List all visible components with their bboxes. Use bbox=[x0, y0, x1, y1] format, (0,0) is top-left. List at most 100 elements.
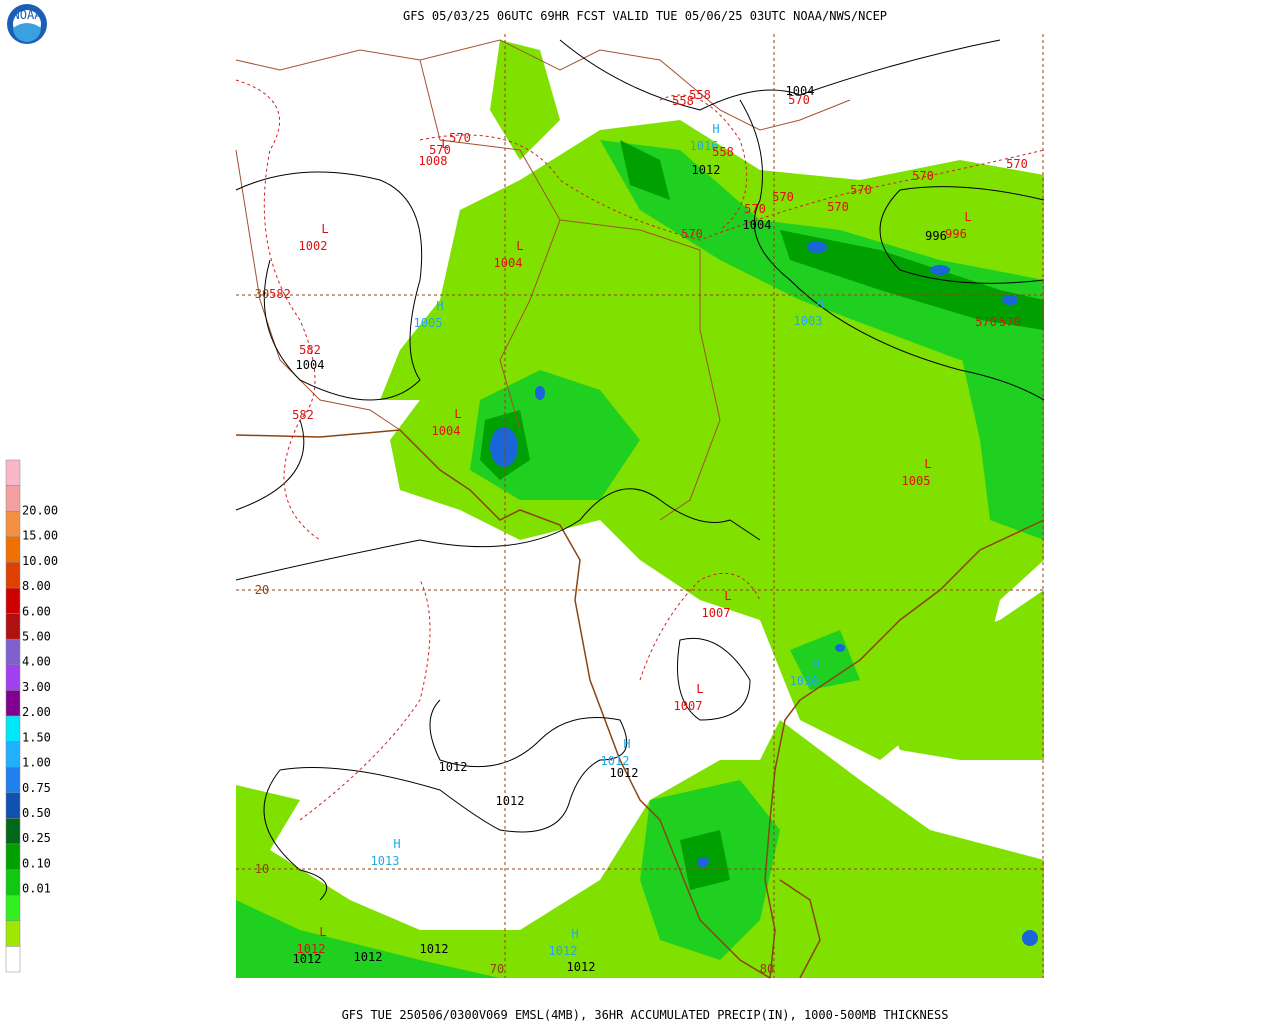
pressure-value: 1007 bbox=[702, 606, 731, 620]
pressure-value: 1013 bbox=[371, 854, 400, 868]
pressure-value: 1005 bbox=[414, 316, 443, 330]
pressure-symbol: L bbox=[321, 222, 328, 236]
legend-swatch bbox=[5, 459, 21, 486]
map-caption: GFS TUE 250506/0300V069 EMSL(4MB), 36HR … bbox=[342, 1008, 949, 1022]
noaa-logo: NOAA bbox=[7, 4, 47, 44]
pressure-symbol: H bbox=[816, 297, 823, 311]
isobar-label: 1012 bbox=[354, 950, 383, 964]
pressure-value: 1004 bbox=[432, 424, 461, 438]
legend-swatch bbox=[5, 843, 21, 870]
thickness-label: 570 bbox=[999, 315, 1021, 329]
thickness-label: 558 bbox=[672, 94, 694, 108]
legend-label: 1.00 bbox=[22, 756, 51, 770]
pressure-value: 1010 bbox=[790, 674, 819, 688]
pressure-symbol: H bbox=[436, 299, 443, 313]
pressure-value: 1007 bbox=[674, 699, 703, 713]
legend-swatch bbox=[5, 664, 21, 691]
pressure-value: 1002 bbox=[299, 239, 328, 253]
thickness-label: 570 bbox=[449, 131, 471, 145]
thickness-label: 582 bbox=[269, 287, 291, 301]
legend-swatch bbox=[5, 920, 21, 947]
thickness-label: 558 bbox=[712, 145, 734, 159]
legend-swatch bbox=[5, 715, 21, 742]
lat-lon-grid bbox=[236, 34, 1044, 978]
pressure-value: 996 bbox=[945, 227, 967, 241]
grid-label: 80 bbox=[760, 962, 774, 976]
pressure-symbol: L bbox=[319, 925, 326, 939]
legend-label: 4.00 bbox=[22, 655, 51, 669]
pressure-symbol: H bbox=[393, 837, 400, 851]
legend-label: 2.00 bbox=[22, 705, 51, 719]
thickness-lines bbox=[235, 79, 1045, 821]
legend-swatch bbox=[5, 741, 21, 768]
legend-swatch bbox=[5, 613, 21, 640]
precip-heavy bbox=[480, 140, 1044, 890]
coastline bbox=[235, 429, 1045, 979]
pressure-symbol: L bbox=[696, 682, 703, 696]
isobar-label: 1012 bbox=[692, 163, 721, 177]
grid-label: 30 bbox=[255, 287, 269, 301]
isobar-label: 1012 bbox=[610, 766, 639, 780]
thickness-label: 570 bbox=[912, 169, 934, 183]
legend-swatch bbox=[5, 946, 21, 973]
pressure-symbol: L bbox=[724, 589, 731, 603]
pressure-value: 1012 bbox=[297, 942, 326, 956]
legend-label: 1.50 bbox=[22, 730, 51, 744]
thickness-label: 570 bbox=[681, 227, 703, 241]
precip-legend: 20.00 15.00 10.00 8.00 6.00 5.00 4.00 3.00 2.00 1… bbox=[5, 459, 58, 973]
legend-label: 0.75 bbox=[22, 781, 51, 795]
legend-swatch bbox=[5, 638, 21, 666]
pressure-value: 1008 bbox=[419, 154, 448, 168]
legend-swatch bbox=[5, 690, 21, 717]
thickness-label: 582 bbox=[299, 343, 321, 357]
isobar-label: 1004 bbox=[786, 84, 815, 98]
legend-swatch bbox=[5, 792, 21, 819]
legend-label: 20.00 bbox=[22, 503, 58, 517]
isobar-label: 1012 bbox=[439, 760, 468, 774]
pressure-symbol: H bbox=[812, 657, 819, 671]
thickness-label: 570 bbox=[772, 190, 794, 204]
legend-label: 5.00 bbox=[22, 630, 51, 644]
map-title: GFS 05/03/25 06UTC 69HR FCST VALID TUE 0… bbox=[403, 9, 887, 23]
thickness-label: 570 bbox=[850, 183, 872, 197]
legend-swatch bbox=[5, 766, 21, 794]
logo-text: NOAA bbox=[13, 8, 43, 22]
pressure-symbol: L bbox=[441, 137, 448, 151]
precip-very-heavy bbox=[490, 241, 1038, 946]
legend-label: 0.50 bbox=[22, 806, 51, 820]
legend-swatch bbox=[5, 562, 21, 589]
legend-label: 6.00 bbox=[22, 604, 51, 618]
thickness-label: 582 bbox=[292, 408, 314, 422]
legend-label: 15.00 bbox=[22, 529, 58, 543]
grid-label: 10 bbox=[255, 862, 269, 876]
thickness-label: 570 bbox=[1006, 157, 1028, 171]
pressure-symbol: H bbox=[712, 122, 719, 136]
map-area: L 1002 L 1004 H 1005 L 1004 L 1005 L 1007 L 1007 H 1012… bbox=[235, 34, 1045, 979]
pressure-value: 1005 bbox=[902, 474, 931, 488]
isobars bbox=[235, 39, 1045, 901]
legend-label: 3.00 bbox=[22, 680, 51, 694]
pressure-symbol: L bbox=[516, 239, 523, 253]
grid-label: 20 bbox=[255, 583, 269, 597]
isobar-label: 996 bbox=[925, 229, 947, 243]
isobar-label: 1004 bbox=[743, 218, 772, 232]
pressure-symbol: L bbox=[454, 407, 461, 421]
thickness-label: 570 bbox=[429, 143, 451, 157]
isobar-label: 1012 bbox=[420, 942, 449, 956]
pressure-value: 1012 bbox=[601, 754, 630, 768]
legend-label: 0.01 bbox=[22, 882, 51, 896]
thickness-label: 570 bbox=[788, 93, 810, 107]
legend-swatch bbox=[5, 587, 21, 614]
legend-label: 0.25 bbox=[22, 831, 51, 845]
pressure-value: 1004 bbox=[494, 256, 523, 270]
isobar-label: 1012 bbox=[567, 960, 596, 974]
isobar-label: 1012 bbox=[496, 794, 525, 808]
pressure-value: 1016 bbox=[690, 139, 719, 153]
legend-label: 10.00 bbox=[22, 554, 58, 568]
legend-label: 0.10 bbox=[22, 856, 51, 870]
isobar-label: 1004 bbox=[296, 358, 325, 372]
legend-swatch bbox=[5, 818, 21, 845]
thickness-label: 570 bbox=[827, 200, 849, 214]
legend-swatch bbox=[5, 894, 21, 922]
